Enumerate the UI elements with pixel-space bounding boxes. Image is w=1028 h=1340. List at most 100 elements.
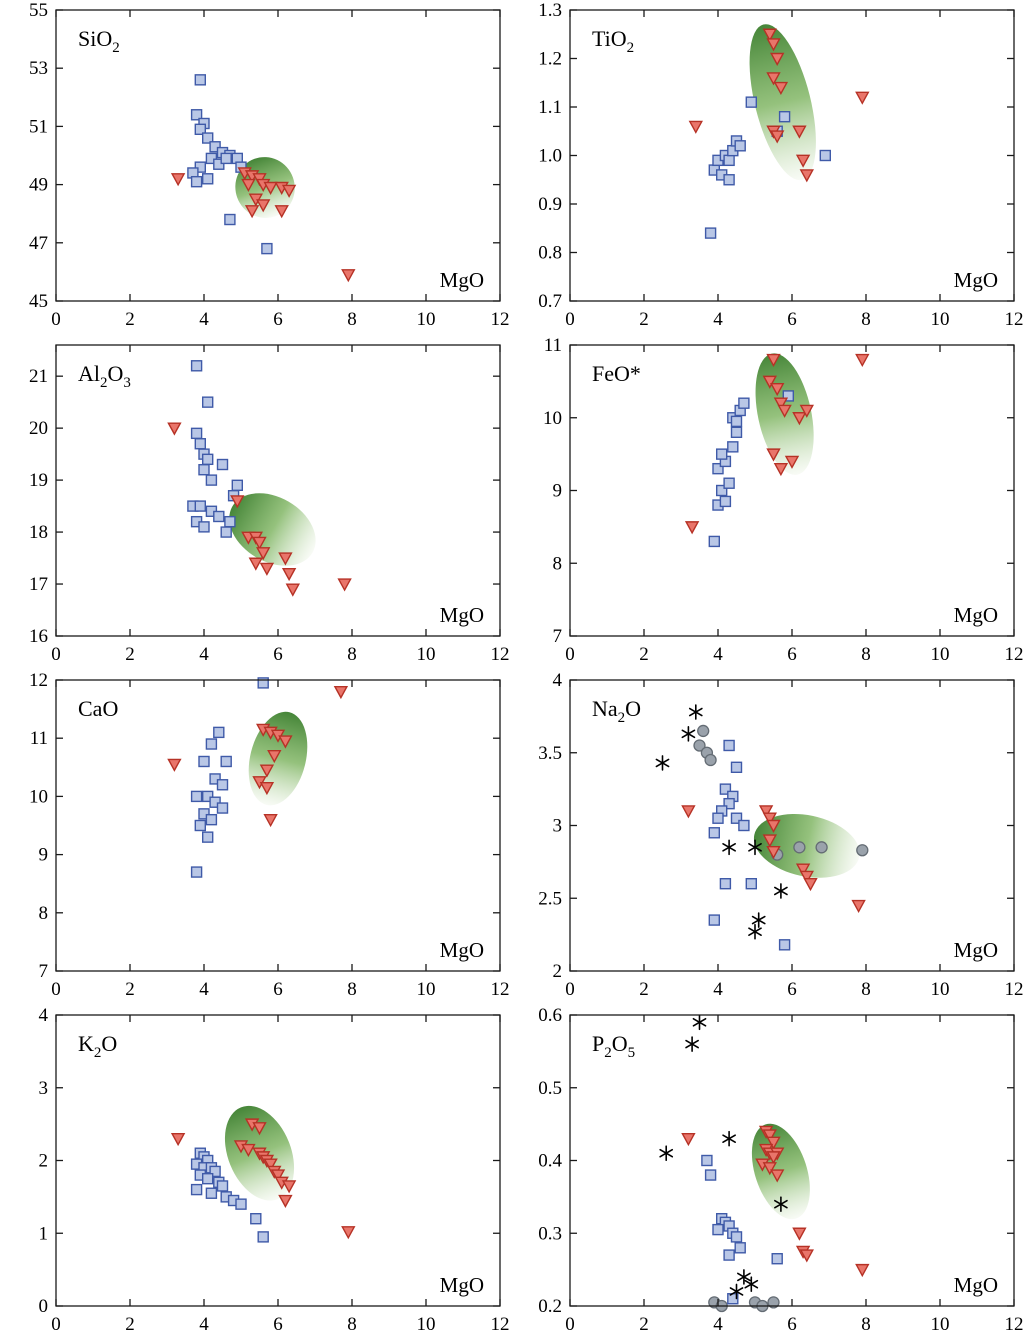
data-point-asterisk	[722, 839, 736, 856]
data-point-square	[194, 500, 207, 512]
data-point-triangle	[799, 169, 814, 183]
data-point-triangle	[285, 583, 300, 597]
chart-cao: 0 2 4 6 8 10 12 7 8 9 10 11 12 CaO MgO	[29, 670, 510, 1000]
y-tick-label: 0.8	[538, 243, 562, 264]
x-tick-label: 2	[125, 644, 135, 665]
data-point-triangle	[770, 130, 785, 144]
data-point-asterisk	[774, 883, 788, 899]
data-point-triangle	[263, 181, 278, 195]
panel-sio2: 0 2 4 6 8 10 12 45 47 49 51 53 55 SiO2 MgO	[0, 0, 514, 335]
chart-feo: 0 2 4 6 8 10 12 7 8 9 10 11 FeO* MgO	[543, 335, 1024, 665]
data-point-triangle	[766, 72, 781, 86]
panel-tio2: 0 2 4 6 8 10 12 0.7 0.8 0.9 1.0 1.1 1.2 1.3 TiO2 MgO	[514, 0, 1028, 335]
chart-title: K2O	[78, 1031, 117, 1061]
chart-title: SiO2	[78, 26, 120, 56]
y-tick-label: 19	[29, 470, 48, 491]
data-point-square	[723, 1249, 735, 1261]
data-point-square	[190, 360, 203, 372]
x-axis-label: MgO	[954, 603, 998, 627]
x-tick-label: 4	[199, 644, 209, 665]
series-black-asterisks	[659, 1014, 788, 1300]
data-point-triangle	[278, 552, 293, 566]
data-point-triangle	[230, 495, 245, 509]
data-point-triangle	[263, 813, 278, 828]
data-point-triangle	[766, 448, 781, 462]
data-point-square	[198, 521, 210, 533]
x-tick-label: 10	[931, 644, 950, 665]
data-point-triangle	[773, 462, 789, 477]
data-point-triangle	[766, 38, 781, 52]
x-tick-label: 12	[1005, 979, 1024, 1000]
x-tick-label: 2	[639, 979, 649, 1000]
x-tick-label: 0	[565, 644, 575, 665]
data-point-square	[715, 448, 728, 460]
x-tick-label: 10	[417, 1314, 436, 1335]
data-point-square	[198, 808, 210, 820]
data-point-circle	[856, 844, 869, 857]
series-blue-squares	[190, 1147, 269, 1243]
x-tick-label: 10	[931, 309, 950, 330]
chart-title: P2O5	[592, 1031, 635, 1061]
x-tick-label: 4	[199, 979, 209, 1000]
data-point-square	[782, 390, 794, 402]
x-tick-label: 8	[347, 644, 357, 665]
y-tick-label: 16	[29, 626, 48, 647]
data-point-square	[704, 227, 717, 239]
axis-tick-labels: 0 2 4 6 8 10 12 16 17 18 19 20 21	[29, 366, 510, 665]
data-point-triangle	[762, 375, 777, 389]
data-point-square	[727, 441, 739, 453]
y-tick-label: 4	[39, 1005, 49, 1026]
trend-field-ellipse	[749, 24, 816, 181]
x-tick-label: 2	[639, 309, 649, 330]
y-tick-label: 1.2	[538, 49, 562, 70]
x-axis-label: MgO	[954, 268, 998, 292]
data-point-square	[194, 819, 207, 832]
axis-ticks	[569, 679, 1015, 972]
data-point-triangle	[244, 205, 260, 219]
data-point-asterisk	[774, 1196, 788, 1212]
data-point-triangle	[762, 28, 777, 42]
x-axis-label: MgO	[440, 603, 484, 627]
axis-ticks	[569, 344, 1015, 637]
data-point-square	[213, 158, 225, 170]
data-point-asterisk	[748, 839, 762, 856]
data-point-triangle	[773, 397, 789, 411]
data-point-triangle	[341, 269, 356, 283]
data-point-square	[723, 797, 735, 810]
panel-k2o: 0 2 4 6 8 10 12 0 1 2 3 4 K2O MgO	[0, 1005, 514, 1340]
series-red-triangles	[681, 805, 866, 913]
y-tick-label: 0.9	[538, 194, 562, 215]
data-point-square	[209, 1165, 221, 1178]
series-gray-circles	[708, 1296, 780, 1313]
data-point-square	[235, 1198, 247, 1210]
data-point-triangle	[278, 1194, 293, 1208]
data-point-triangle	[681, 1132, 696, 1147]
y-tick-label: 3.5	[538, 743, 562, 764]
panel-al2o3: 0 2 4 6 8 10 12 16 17 18 19 20 21 Al2O3 MgO	[0, 335, 514, 670]
x-tick-label: 8	[861, 1314, 871, 1335]
data-point-triangle	[259, 764, 275, 778]
x-tick-label: 0	[51, 979, 61, 1000]
y-tick-label: 49	[29, 175, 48, 196]
data-point-circle	[697, 724, 710, 738]
x-tick-label: 12	[1005, 644, 1024, 665]
data-point-triangle	[766, 1136, 781, 1150]
data-point-square	[190, 790, 203, 803]
data-point-triangle	[267, 749, 282, 764]
data-point-square	[216, 1180, 229, 1192]
y-tick-label: 2.5	[538, 888, 562, 909]
chart-tio2: 0 2 4 6 8 10 12 0.7 0.8 0.9 1.0 1.1 1.2 1.3 TiO2 MgO	[538, 0, 1023, 330]
series-red-triangles	[681, 1125, 870, 1278]
data-point-square	[213, 510, 225, 523]
y-tick-label: 51	[29, 116, 48, 137]
y-tick-label: 12	[29, 670, 48, 691]
data-point-square	[194, 123, 207, 136]
data-point-circle	[704, 753, 717, 767]
series-blue-squares	[190, 677, 269, 878]
data-point-asterisk	[751, 912, 766, 928]
chart-title: Na2O	[592, 696, 641, 726]
data-point-square	[190, 109, 203, 121]
data-point-asterisk	[685, 1036, 699, 1052]
data-point-triangle	[688, 120, 703, 134]
series-red-triangles	[170, 1118, 356, 1240]
